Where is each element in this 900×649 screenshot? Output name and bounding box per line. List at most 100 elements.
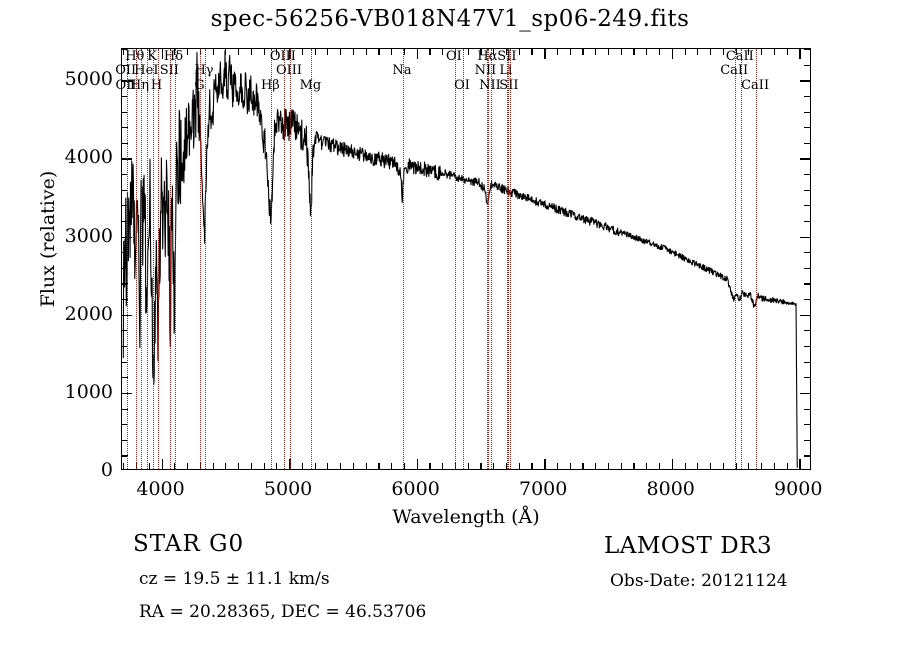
- spectral-line-marker: [506, 49, 509, 469]
- axis-tick: [684, 463, 686, 469]
- axis-tick: [238, 463, 240, 469]
- coordinates-label: RA = 20.28365, DEC = 46.53706: [139, 602, 427, 622]
- axis-tick: [122, 220, 128, 223]
- axis-tick: [122, 408, 128, 410]
- axis-tick: [761, 49, 763, 55]
- spectral-line-marker: [135, 49, 138, 469]
- axis-tick: [122, 95, 128, 98]
- axis-tick: [804, 95, 810, 98]
- spectral-line-label: OI: [445, 49, 462, 64]
- axis-tick: [276, 463, 278, 469]
- axis-tick: [569, 463, 571, 469]
- axis-tick: [122, 142, 128, 144]
- axis-tick: [378, 49, 380, 55]
- spectral-line-marker: [486, 49, 489, 469]
- axis-tick: [786, 463, 788, 469]
- y-tick-label: 0: [100, 459, 113, 481]
- axis-tick: [301, 463, 303, 469]
- spectral-line-marker: [454, 49, 457, 469]
- axis-tick: [161, 49, 163, 59]
- axis-tick: [684, 49, 686, 55]
- axis-tick: [569, 49, 571, 55]
- axis-tick: [671, 459, 674, 469]
- spectral-line-label: OIII: [269, 49, 296, 64]
- y-tick-label: 5000: [64, 68, 113, 91]
- axis-tick: [804, 220, 810, 223]
- axis-tick: [620, 463, 622, 469]
- axis-tick: [301, 49, 303, 55]
- axis-tick: [187, 463, 189, 469]
- axis-tick: [365, 49, 367, 55]
- axis-tick: [804, 49, 810, 51]
- spectral-line-label: Hα: [477, 49, 498, 64]
- axis-tick: [748, 49, 750, 55]
- axis-tick: [238, 49, 240, 55]
- axis-tick: [263, 49, 265, 55]
- axis-tick: [442, 463, 444, 469]
- spectral-line-marker: [507, 49, 510, 469]
- axis-tick: [786, 49, 788, 55]
- object-class-label: STAR G0: [133, 531, 245, 557]
- axis-tick: [122, 439, 128, 441]
- spectral-line-marker: [140, 49, 143, 469]
- axis-tick: [122, 299, 128, 301]
- axis-tick: [800, 392, 810, 395]
- axis-tick: [799, 459, 801, 469]
- axis-tick: [710, 463, 712, 469]
- axis-tick: [122, 64, 128, 66]
- axis-tick: [556, 463, 559, 469]
- spectral-line-label: Na: [392, 63, 412, 78]
- axis-tick: [582, 463, 584, 469]
- axis-tick: [804, 205, 810, 207]
- spectral-line-marker: [403, 49, 405, 469]
- page-title: spec-56256-VB018N47V1_sp06-249.fits: [210, 6, 690, 32]
- spectral-line-label: NII: [474, 63, 497, 78]
- axis-tick: [722, 463, 724, 469]
- axis-tick: [263, 463, 265, 469]
- axis-tick: [122, 127, 128, 129]
- axis-tick: [633, 49, 635, 55]
- spectral-line-marker: [127, 49, 129, 469]
- axis-tick: [544, 49, 546, 59]
- spectral-line-label: CaII: [741, 78, 770, 93]
- axis-tick: [212, 49, 214, 55]
- axis-tick: [804, 346, 810, 348]
- axis-tick: [327, 463, 329, 469]
- axis-tick: [122, 189, 128, 191]
- axis-tick: [122, 252, 128, 254]
- axis-tick: [467, 49, 469, 55]
- spectral-line-label: SII: [159, 63, 179, 78]
- axis-tick: [722, 49, 724, 55]
- spectral-line-label: G: [194, 78, 205, 93]
- spectral-line-marker: [463, 49, 465, 469]
- spectral-line-marker: [153, 49, 155, 469]
- axis-tick: [804, 408, 810, 410]
- spectral-line-label: OII: [115, 78, 137, 93]
- spectral-line-label: K: [147, 49, 157, 64]
- axis-tick: [804, 142, 810, 144]
- axis-tick: [493, 49, 495, 55]
- y-tick-label: 1000: [64, 380, 113, 403]
- axis-tick: [659, 463, 661, 469]
- axis-tick: [804, 455, 810, 457]
- axis-tick: [556, 49, 559, 55]
- radial-velocity-label: cz = 19.5 ± 11.1 km/s: [139, 569, 330, 589]
- axis-tick: [804, 283, 810, 285]
- axis-tick: [122, 205, 128, 207]
- axis-tick: [607, 49, 610, 55]
- axis-tick: [761, 463, 763, 469]
- spectral-line-label: SII: [497, 49, 517, 64]
- axis-tick: [340, 49, 342, 55]
- axis-tick: [544, 459, 546, 469]
- axis-tick: [531, 463, 533, 469]
- axis-tick: [804, 127, 810, 129]
- x-tick-label: 4000: [136, 478, 185, 500]
- axis-tick: [518, 463, 520, 469]
- axis-tick: [800, 158, 810, 160]
- spectral-line-label: Hθ: [125, 49, 145, 64]
- spectral-line-marker: [271, 49, 273, 469]
- axis-tick: [122, 174, 128, 176]
- axis-tick: [804, 424, 810, 426]
- axis-tick: [187, 49, 189, 55]
- spectral-line-marker: [509, 49, 512, 469]
